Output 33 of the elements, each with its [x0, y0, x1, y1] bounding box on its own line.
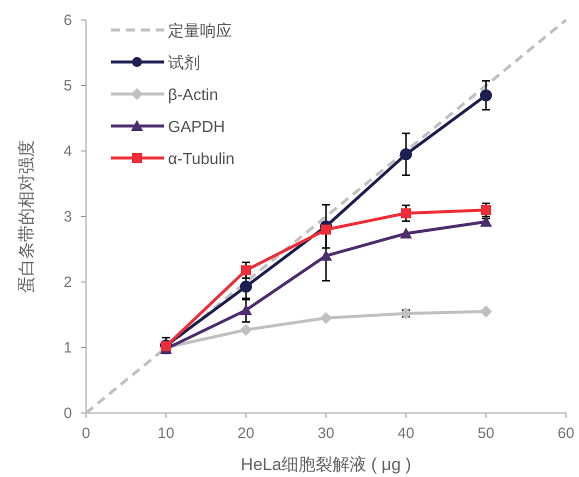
- y-tick-label: 6: [64, 12, 72, 29]
- point: [400, 228, 412, 239]
- y-tick-label: 2: [64, 274, 72, 291]
- x-tick-label: 20: [238, 425, 254, 442]
- point: [241, 265, 251, 276]
- legend-label: β-Actin: [168, 87, 218, 104]
- point: [480, 89, 492, 102]
- point: [240, 324, 252, 336]
- point: [480, 305, 492, 318]
- point: [401, 208, 411, 218]
- x-tick-label: 60: [558, 425, 574, 442]
- point: [240, 280, 252, 293]
- legend-label: 试剂: [168, 54, 200, 72]
- point: [320, 312, 332, 324]
- point: [321, 224, 331, 235]
- legend-label: 定量响应: [168, 22, 232, 40]
- legend-label: α-Tubulin: [168, 151, 234, 168]
- point: [240, 304, 252, 316]
- x-tick-label: 10: [158, 425, 174, 442]
- x-axis-title: HeLa细胞裂解液 ( μg ): [240, 455, 412, 474]
- y-tick-label: 3: [64, 208, 72, 226]
- x-tick-label: 50: [478, 425, 494, 442]
- y-tick-label: 4: [64, 143, 72, 160]
- y-tick-label: 5: [64, 78, 72, 94]
- x-tick-label: 40: [398, 425, 414, 442]
- x-tick-label: 0: [82, 425, 90, 442]
- x-tick-label: 30: [318, 425, 334, 442]
- y-axis-title: 蛋白条带的相对强度: [17, 140, 36, 293]
- point: [400, 148, 412, 160]
- y-tick-label: 0: [64, 405, 72, 422]
- point: [320, 250, 332, 261]
- y-tick-label: 1: [64, 340, 72, 356]
- legend-label: GAPDH: [168, 119, 225, 136]
